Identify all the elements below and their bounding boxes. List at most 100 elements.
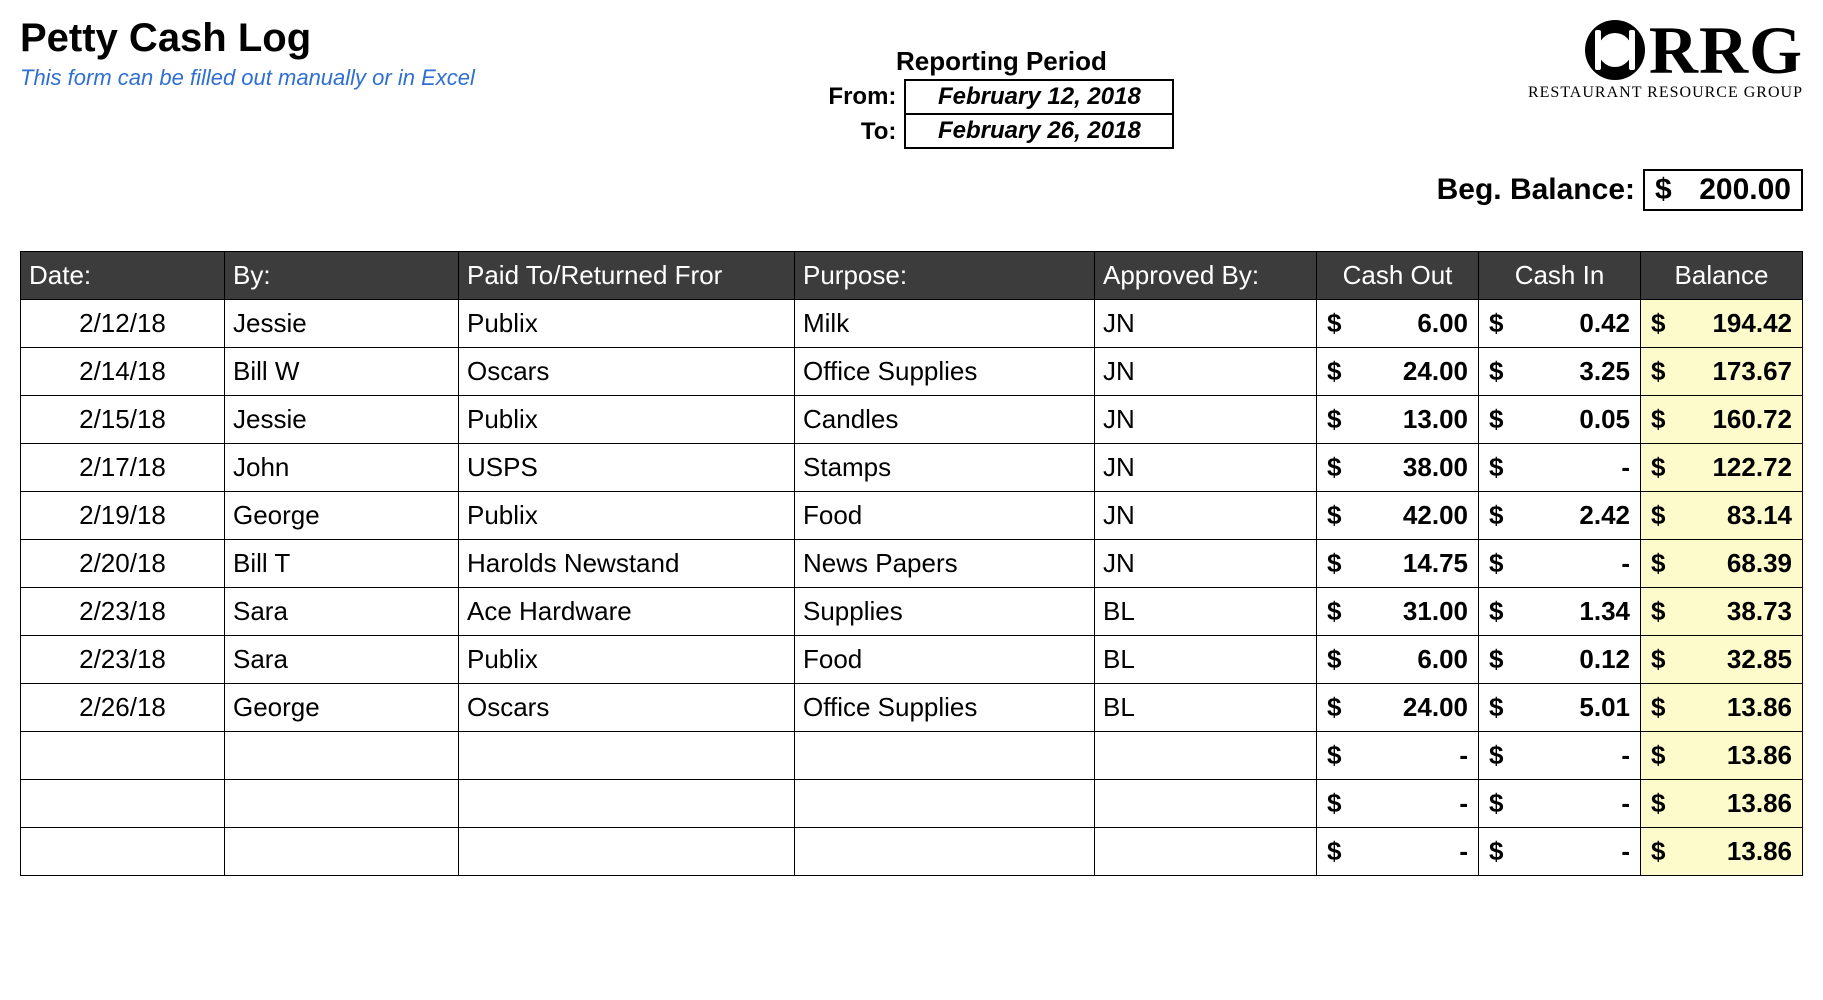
- cell-cash-out-amount: 42.00: [1403, 500, 1470, 531]
- to-value: February 26, 2018: [904, 114, 1174, 149]
- table-row: $-$-$13.86: [21, 732, 1803, 780]
- cell-cash-out: $42.00: [1317, 492, 1479, 540]
- currency-symbol: $: [1649, 452, 1665, 483]
- logo-text: RRG: [1649, 16, 1803, 84]
- currency-symbol: $: [1649, 692, 1665, 723]
- cell-balance-amount: 13.86: [1727, 788, 1794, 819]
- cell-cash-in-amount: 3.25: [1579, 356, 1632, 387]
- cell-paid-to: Oscars: [459, 348, 795, 396]
- cell-approved-by: [1095, 732, 1317, 780]
- cell-approved-by: JN: [1095, 444, 1317, 492]
- cell-cash-in: $0.05: [1479, 396, 1641, 444]
- currency-symbol: $: [1649, 644, 1665, 675]
- table-row: 2/15/18JessiePublixCandlesJN$13.00$0.05$…: [21, 396, 1803, 444]
- cell-cash-in-amount: -: [1621, 788, 1632, 819]
- cell-cash-out-amount: 24.00: [1403, 356, 1470, 387]
- cell-paid-to: Harolds Newstand: [459, 540, 795, 588]
- cell-by: John: [225, 444, 459, 492]
- cell-approved-by: [1095, 780, 1317, 828]
- cell-cash-in-amount: -: [1621, 740, 1632, 771]
- cell-approved-by: JN: [1095, 540, 1317, 588]
- cell-balance-amount: 32.85: [1727, 644, 1794, 675]
- cell-cash-out-amount: 13.00: [1403, 404, 1470, 435]
- cell-purpose: Food: [795, 636, 1095, 684]
- cell-cash-in-amount: 0.05: [1579, 404, 1632, 435]
- cell-cash-in-amount: 0.42: [1579, 308, 1632, 339]
- cell-purpose: Office Supplies: [795, 348, 1095, 396]
- cell-cash-in: $-: [1479, 780, 1641, 828]
- cell-cash-out: $14.75: [1317, 540, 1479, 588]
- cell-balance: $13.86: [1641, 828, 1803, 876]
- cell-by: George: [225, 492, 459, 540]
- table-row: 2/19/18GeorgePublixFoodJN$42.00$2.42$83.…: [21, 492, 1803, 540]
- cell-cash-in: $-: [1479, 732, 1641, 780]
- cell-purpose: Food: [795, 492, 1095, 540]
- cell-date: 2/20/18: [21, 540, 225, 588]
- currency-symbol: $: [1325, 740, 1341, 771]
- cell-balance-amount: 68.39: [1727, 548, 1794, 579]
- currency-symbol: $: [1487, 548, 1503, 579]
- from-label: From:: [828, 83, 898, 111]
- currency-symbol: $: [1649, 404, 1665, 435]
- cell-paid-to: [459, 732, 795, 780]
- header: Petty Cash Log This form can be filled o…: [20, 16, 1803, 149]
- currency-symbol: $: [1487, 308, 1503, 339]
- currency-symbol: $: [1649, 740, 1665, 771]
- currency-symbol: $: [1649, 500, 1665, 531]
- cell-date: [21, 828, 225, 876]
- table-row: 2/17/18JohnUSPSStampsJN$38.00$-$122.72: [21, 444, 1803, 492]
- cell-purpose: Office Supplies: [795, 684, 1095, 732]
- cell-by: Sara: [225, 588, 459, 636]
- col-purpose: Purpose:: [795, 252, 1095, 300]
- beg-balance-amount: 200.00: [1699, 173, 1791, 207]
- currency-symbol: $: [1325, 836, 1341, 867]
- currency-symbol: $: [1487, 500, 1503, 531]
- currency-symbol: $: [1487, 452, 1503, 483]
- page-subtitle: This form can be filled out manually or …: [20, 65, 475, 91]
- col-date: Date:: [21, 252, 225, 300]
- cell-date: 2/23/18: [21, 588, 225, 636]
- cell-purpose: Stamps: [795, 444, 1095, 492]
- cell-cash-out-amount: -: [1459, 740, 1470, 771]
- cell-paid-to: Oscars: [459, 684, 795, 732]
- cell-cash-out-amount: -: [1459, 836, 1470, 867]
- cell-paid-to: Publix: [459, 636, 795, 684]
- cell-cash-in: $0.12: [1479, 636, 1641, 684]
- cell-balance: $194.42: [1641, 300, 1803, 348]
- currency-symbol: $: [1487, 692, 1503, 723]
- logo: RRG RESTAURANT RESOURCE GROUP: [1528, 16, 1803, 102]
- cell-cash-in-amount: -: [1621, 836, 1632, 867]
- col-paid-to: Paid To/Returned Fror: [459, 252, 795, 300]
- cell-cash-out: $13.00: [1317, 396, 1479, 444]
- currency-symbol: $: [1649, 308, 1665, 339]
- cell-paid-to: Publix: [459, 396, 795, 444]
- from-value: February 12, 2018: [904, 79, 1174, 114]
- cell-balance-amount: 160.72: [1712, 404, 1794, 435]
- cell-balance: $32.85: [1641, 636, 1803, 684]
- table-row: 2/20/18Bill THarolds NewstandNews Papers…: [21, 540, 1803, 588]
- cell-cash-out: $31.00: [1317, 588, 1479, 636]
- cell-cash-out-amount: 24.00: [1403, 692, 1470, 723]
- to-label: To:: [828, 118, 898, 146]
- cell-approved-by: JN: [1095, 492, 1317, 540]
- cell-balance-amount: 13.86: [1727, 692, 1794, 723]
- currency-symbol: $: [1487, 644, 1503, 675]
- col-by: By:: [225, 252, 459, 300]
- reporting-period: Reporting Period From: February 12, 2018…: [828, 46, 1174, 149]
- table-header-row: Date: By: Paid To/Returned Fror Purpose:…: [21, 252, 1803, 300]
- cell-by: Bill T: [225, 540, 459, 588]
- col-balance: Balance: [1641, 252, 1803, 300]
- currency-symbol: $: [1325, 548, 1341, 579]
- logo-subtext: RESTAURANT RESOURCE GROUP: [1528, 84, 1803, 102]
- cell-date: 2/26/18: [21, 684, 225, 732]
- beg-balance-label: Beg. Balance:: [1437, 173, 1635, 207]
- cell-balance-amount: 13.86: [1727, 836, 1794, 867]
- beginning-balance: Beg. Balance: $ 200.00: [20, 169, 1803, 211]
- cell-balance: $160.72: [1641, 396, 1803, 444]
- cell-date: 2/12/18: [21, 300, 225, 348]
- cell-cash-out-amount: 6.00: [1417, 308, 1470, 339]
- cell-by: Jessie: [225, 396, 459, 444]
- cell-purpose: News Papers: [795, 540, 1095, 588]
- cell-cash-in-amount: 0.12: [1579, 644, 1632, 675]
- currency-symbol: $: [1325, 452, 1341, 483]
